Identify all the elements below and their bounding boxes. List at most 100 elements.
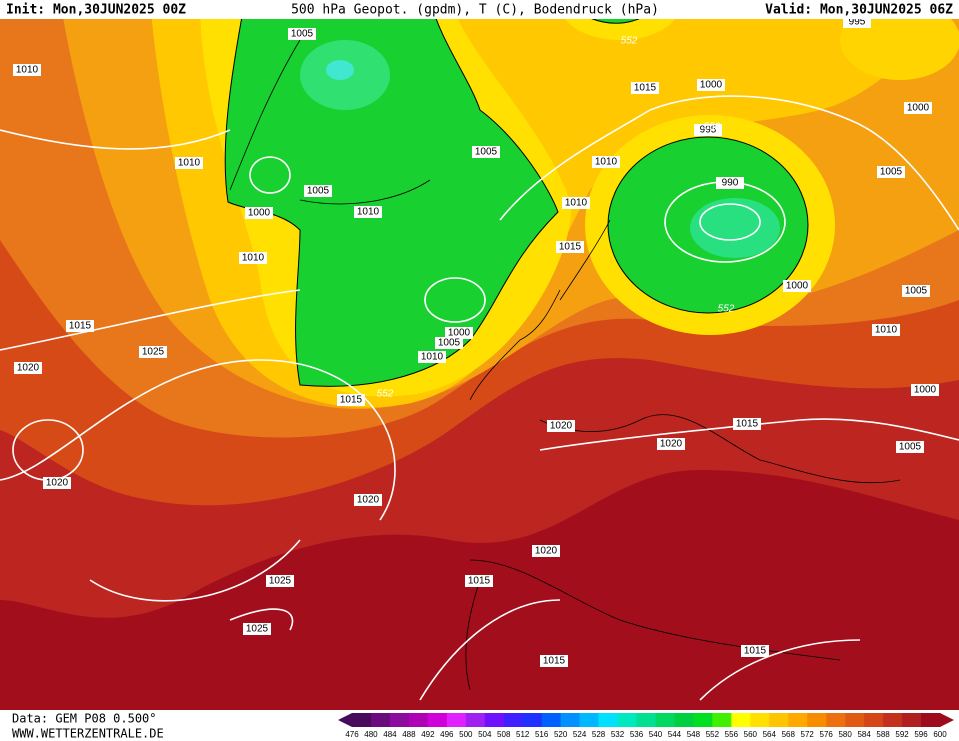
isobar-label: 1005 [880,167,903,178]
isobar-label: 1005 [475,147,498,158]
isobar-label-bg [877,166,905,178]
scale-label: 588 [876,730,890,739]
scale-swatch [769,713,789,727]
scale-label: 592 [895,730,909,739]
scale-swatch [826,713,846,727]
isobar-label: 1005 [905,286,928,297]
site-name: WWW.WETTERZENTRALE.DE [12,727,164,741]
isobar-label-bg [239,252,267,264]
scale-label: 496 [440,730,454,739]
scale-label: 560 [744,730,758,739]
isobar-label-bg [540,655,568,667]
scale-label: 564 [763,730,777,739]
scale-swatch [712,713,732,727]
isobar-label-bg [472,146,500,158]
isobar-label-bg [741,645,769,657]
scale-label: 508 [497,730,511,739]
data-source: Data: GEM P08 0.500° [12,712,157,726]
scale-swatch [484,713,505,727]
isobar-label-bg [896,441,924,453]
isobar-line [699,203,761,241]
contour-label: 552 [704,122,721,133]
isobar-label-bg [631,82,659,94]
isobar-label-bg [245,207,273,219]
scale-arrow-right [940,713,954,727]
scale-swatch [693,713,713,727]
field-light-green [690,198,780,258]
scale-label: 576 [820,730,834,739]
isobar-label: 1010 [178,158,201,169]
isobar-label: 1000 [914,385,937,396]
isobar-label: 1010 [875,325,898,336]
scale-arrow-left [338,713,352,727]
scale-swatch [921,713,941,727]
isobar-label: 1020 [660,439,683,450]
scale-label: 584 [857,730,871,739]
isobar-label-bg [445,327,473,339]
color-scale: 476 480 484 488 492 496 500 504 508 512 516 520 524 5… [338,713,954,739]
scale-swatch [370,713,391,727]
isobar-label-bg [902,285,930,297]
isobar-label: 995 [849,17,866,28]
isobar-label-bg [266,575,294,587]
isobar-label-bg [243,623,271,635]
scale-label: 520 [554,730,568,739]
scale-swatch [636,713,656,727]
scale-swatch [541,713,562,727]
isobar-label: 1015 [468,576,491,587]
scale-label: 528 [592,730,606,739]
isobar-label-bg [435,337,463,349]
scale-label: 572 [801,730,815,739]
scale-swatch [807,713,827,727]
isobar-label: 1000 [248,208,271,219]
isobar-label: 1010 [421,352,444,363]
scale-swatch [352,713,372,727]
isobar-label-bg [288,28,316,40]
contour-label: 552 [718,304,735,315]
scale-label: 540 [649,730,663,739]
isobar-line [249,156,291,194]
valid-time: Valid: Mon,30JUN2025 06Z [765,3,953,18]
scale-swatch [864,713,884,727]
scale-label: 480 [364,730,378,739]
isobar-label: 1010 [16,65,39,76]
scale-swatch [522,713,543,727]
scale-swatch [617,713,638,727]
isobar-label: 1000 [448,328,471,339]
isobar-label-bg [43,477,71,489]
init-time: Init: Mon,30JUN2025 00Z [6,3,186,18]
isobar-label: 1020 [17,363,40,374]
scale-swatch [579,713,600,727]
scale-swatch [427,713,448,727]
isobar-label: 1015 [744,646,767,657]
isobar-label: 995 [700,125,717,136]
isobar-label-bg [562,197,590,209]
isobar-label-bg [783,280,811,292]
isobar-label: 1005 [438,338,461,349]
scale-swatch [655,713,675,727]
scale-label: 544 [668,730,682,739]
isobar-label: 1010 [565,198,588,209]
isobar-label-bg [337,394,365,406]
scale-swatch [845,713,865,727]
isobar-label: 1010 [357,207,380,218]
scale-label: 504 [478,730,492,739]
scale-label: 512 [516,730,530,739]
isobar-label: 1020 [550,421,573,432]
isobar-label-bg [304,185,332,197]
field-green [224,0,559,387]
isobar-line [424,277,486,323]
scale-label: 492 [421,730,435,739]
isobar-label: 1015 [543,656,566,667]
scale-label: 596 [914,730,928,739]
isobar-label-bg [139,346,167,358]
contour-label: 552 [377,389,394,400]
isobar-label-bg [175,157,203,169]
isobar-label-bg [694,124,722,136]
isobar-label: 1000 [700,80,723,91]
isobar-label-bg [904,102,932,114]
scale-swatch [788,713,808,727]
isobar-label-bg [418,351,446,363]
scale-label: 548 [687,730,701,739]
scale-swatch [503,713,524,727]
